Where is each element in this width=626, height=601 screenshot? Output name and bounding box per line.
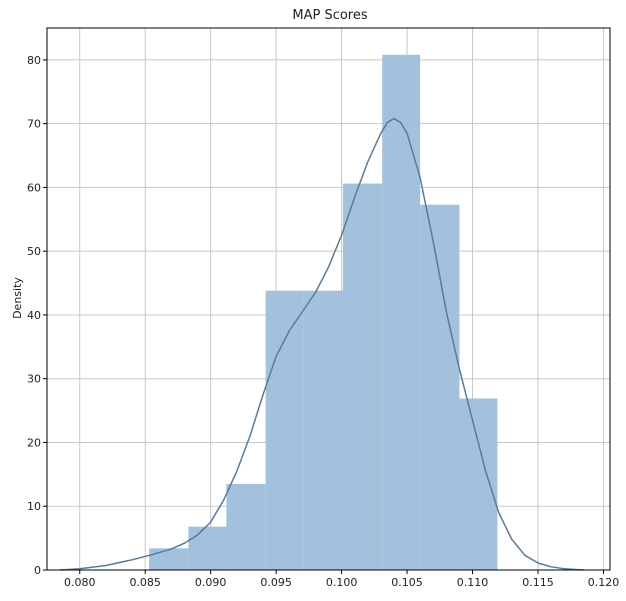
x-tick-label: 0.095	[260, 576, 292, 589]
y-tick-label: 80	[27, 54, 41, 67]
y-tick-label: 60	[27, 181, 41, 194]
x-tick-label: 0.120	[588, 576, 620, 589]
kde-curve	[60, 117, 584, 571]
axis-ticks: 0.080 0.085 0.090 0.095 0.100 0.105 0.110 0.115…	[27, 54, 619, 589]
chart-title: MAP Scores	[292, 8, 367, 23]
histogram-bar	[303, 290, 343, 570]
y-tick-label: 40	[27, 309, 41, 322]
plot-frame	[46, 27, 611, 571]
histogram-bar	[188, 526, 227, 570]
histogram-bars	[149, 54, 498, 570]
x-tick-label: 0.115	[522, 576, 554, 589]
histogram-bar	[342, 183, 383, 570]
y-tick-label: 20	[27, 436, 41, 449]
histogram-bar	[226, 483, 266, 570]
y-tick-label: 50	[27, 245, 41, 258]
histogram-bar	[382, 54, 421, 570]
x-tick-label: 0.100	[326, 576, 358, 589]
y-tick-label: 30	[27, 373, 41, 386]
x-tick-label: 0.110	[457, 576, 489, 589]
histogram-bar	[420, 204, 460, 570]
y-tick-label: 0	[34, 564, 41, 577]
y-axis-label: Density	[11, 277, 24, 319]
histogram-bar	[149, 548, 189, 570]
x-tick-label: 0.090	[195, 576, 227, 589]
histogram-bar	[459, 398, 498, 570]
y-tick-label: 70	[27, 118, 41, 131]
y-tick-label: 10	[27, 500, 41, 513]
histogram-bar	[265, 290, 304, 570]
x-tick-label: 0.085	[129, 576, 161, 589]
x-tick-label: 0.080	[64, 576, 96, 589]
x-tick-label: 0.105	[391, 576, 423, 589]
